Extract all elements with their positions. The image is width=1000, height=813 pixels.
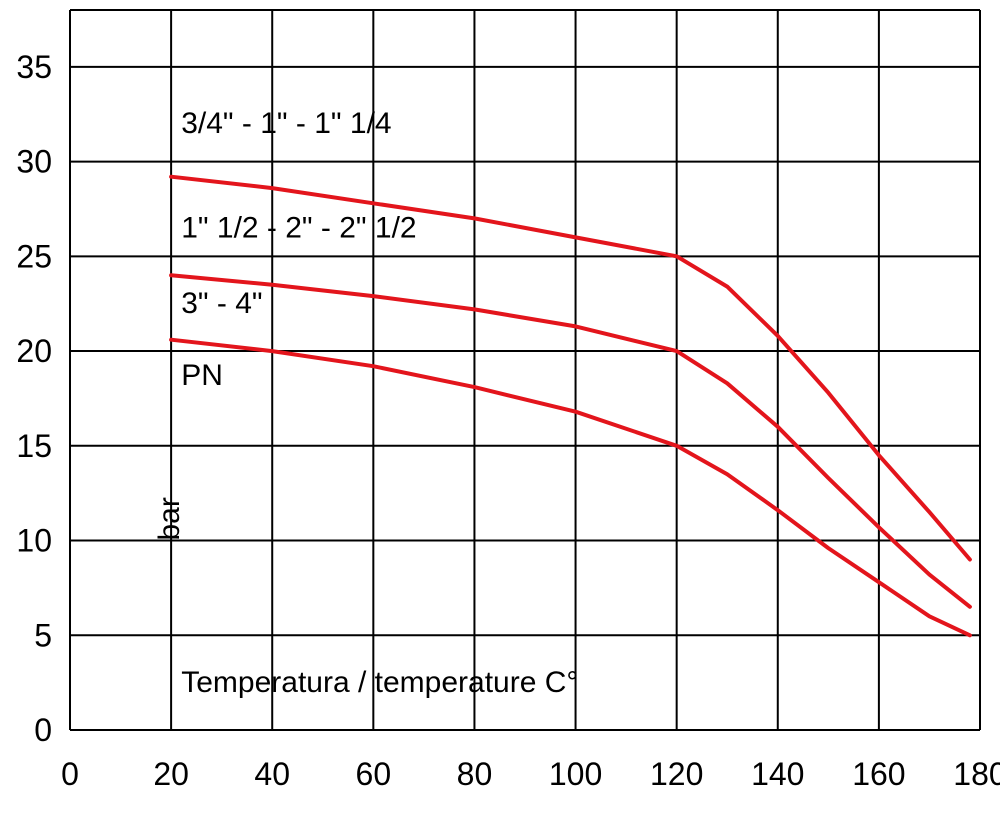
x-tick-label: 100 bbox=[549, 756, 602, 792]
y-tick-label: 0 bbox=[34, 712, 52, 748]
y-axis-label: bar bbox=[153, 497, 186, 540]
x-tick-label: 180 bbox=[953, 756, 1000, 792]
y-tick-label: 5 bbox=[34, 617, 52, 653]
y-tick-label: 20 bbox=[16, 333, 52, 369]
series-label-s1: 3/4" - 1" - 1" 1/4 bbox=[181, 107, 391, 140]
y-tick-label: 15 bbox=[16, 428, 52, 464]
x-tick-label: 60 bbox=[356, 756, 392, 792]
x-tick-label: 20 bbox=[153, 756, 189, 792]
x-tick-label: 40 bbox=[254, 756, 290, 792]
series-label-s3: 3" - 4" bbox=[181, 287, 262, 320]
x-tick-label: 80 bbox=[457, 756, 493, 792]
pn-label: PN bbox=[181, 359, 223, 392]
x-axis-label: Temperatura / temperature C° bbox=[181, 666, 578, 699]
series-label-s2: 1" 1/2 - 2" - 2" 1/2 bbox=[181, 211, 416, 244]
x-tick-label: 0 bbox=[61, 756, 79, 792]
y-tick-label: 25 bbox=[16, 238, 52, 274]
x-tick-label: 160 bbox=[852, 756, 905, 792]
y-tick-label: 30 bbox=[16, 144, 52, 180]
pressure-temperature-chart: 0 20 40 60 80 100 120 140 160 180 0 5 10 15 20 25 30 35 3/… bbox=[0, 0, 1000, 813]
y-tick-label: 35 bbox=[16, 49, 52, 85]
x-tick-label: 140 bbox=[751, 756, 804, 792]
x-tick-label: 120 bbox=[650, 756, 703, 792]
chart-container: 0 20 40 60 80 100 120 140 160 180 0 5 10 15 20 25 30 35 3/… bbox=[0, 0, 1000, 813]
y-tick-label: 10 bbox=[16, 523, 52, 559]
